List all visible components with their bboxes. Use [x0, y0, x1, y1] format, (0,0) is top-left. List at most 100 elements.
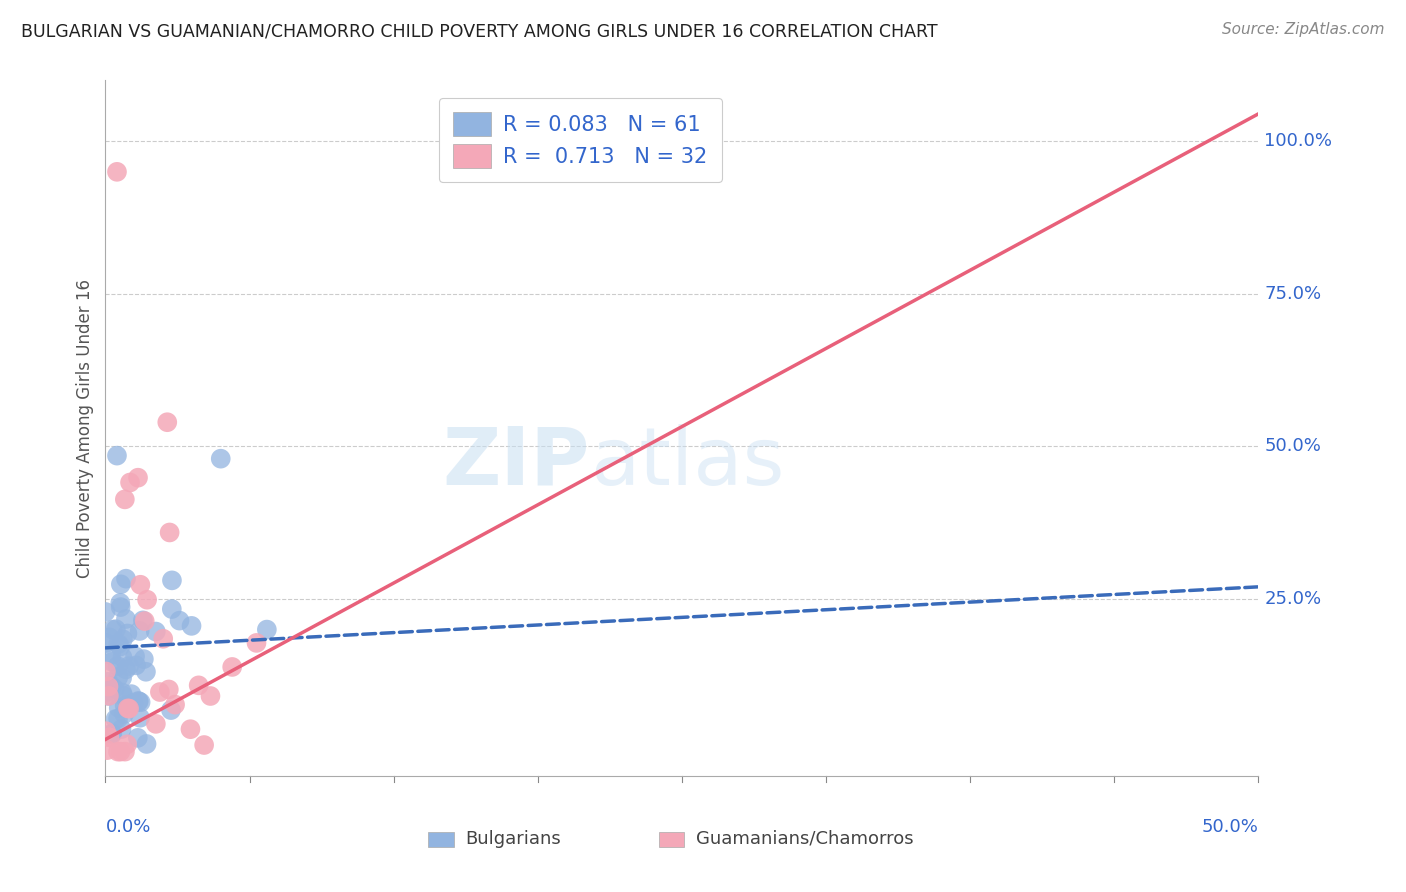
- Point: [132, 613, 155, 627]
- Point: [193, 738, 215, 752]
- Point: [118, 475, 141, 490]
- Point: [145, 717, 167, 731]
- Point: [103, 681, 125, 696]
- Point: [165, 698, 187, 712]
- Point: [94, 636, 117, 650]
- Point: [209, 451, 232, 466]
- Point: [221, 660, 243, 674]
- Point: [97, 674, 120, 689]
- Point: [100, 679, 122, 693]
- Point: [94, 724, 117, 739]
- Point: [97, 689, 120, 703]
- Point: [104, 622, 127, 636]
- Point: [135, 737, 157, 751]
- Point: [120, 687, 142, 701]
- Point: [114, 698, 136, 713]
- Point: [100, 648, 122, 662]
- Point: [111, 632, 134, 647]
- Point: [127, 694, 149, 708]
- Text: Bulgarians: Bulgarians: [465, 830, 561, 847]
- Point: [111, 671, 134, 685]
- Point: [156, 415, 179, 429]
- Legend: R = 0.083   N = 61, R =  0.713   N = 32: R = 0.083 N = 61, R = 0.713 N = 32: [439, 97, 723, 182]
- Point: [128, 624, 150, 638]
- Point: [115, 662, 138, 676]
- Point: [101, 655, 124, 669]
- Point: [114, 745, 136, 759]
- Point: [111, 650, 134, 665]
- Text: 25.0%: 25.0%: [1264, 590, 1322, 608]
- Point: [97, 680, 120, 694]
- Point: [125, 658, 148, 673]
- Text: ZIP: ZIP: [443, 424, 589, 502]
- Point: [110, 722, 132, 736]
- Point: [159, 525, 181, 540]
- Point: [97, 689, 120, 703]
- Point: [107, 670, 129, 684]
- Text: 100.0%: 100.0%: [1264, 132, 1331, 151]
- Point: [115, 612, 138, 626]
- Point: [110, 577, 132, 591]
- Point: [132, 652, 155, 666]
- Point: [115, 737, 138, 751]
- Point: [134, 614, 156, 628]
- Point: [145, 624, 167, 639]
- Point: [110, 600, 132, 615]
- Point: [105, 165, 128, 179]
- Point: [96, 743, 118, 757]
- Point: [105, 449, 128, 463]
- Point: [157, 682, 180, 697]
- Point: [112, 706, 135, 721]
- Point: [104, 712, 127, 726]
- Point: [107, 712, 129, 726]
- Point: [94, 665, 117, 679]
- Point: [101, 727, 124, 741]
- Point: [101, 680, 124, 694]
- Point: [149, 685, 172, 699]
- Point: [124, 649, 146, 664]
- Point: [117, 701, 139, 715]
- Point: [107, 637, 129, 651]
- Point: [94, 605, 117, 619]
- Point: [245, 636, 267, 650]
- Point: [135, 665, 157, 679]
- Text: atlas: atlas: [589, 424, 785, 502]
- FancyBboxPatch shape: [659, 831, 685, 847]
- Point: [107, 659, 129, 673]
- Point: [187, 678, 209, 692]
- Point: [129, 711, 152, 725]
- Text: Guamanians/Chamorros: Guamanians/Chamorros: [696, 830, 914, 847]
- Text: Source: ZipAtlas.com: Source: ZipAtlas.com: [1222, 22, 1385, 37]
- Point: [169, 614, 191, 628]
- Point: [117, 626, 139, 640]
- Point: [110, 596, 132, 610]
- Point: [152, 632, 174, 646]
- Point: [118, 701, 141, 715]
- Point: [128, 694, 150, 708]
- Point: [101, 623, 124, 637]
- Point: [129, 695, 152, 709]
- Point: [179, 722, 201, 736]
- Point: [180, 619, 202, 633]
- Text: BULGARIAN VS GUAMANIAN/CHAMORRO CHILD POVERTY AMONG GIRLS UNDER 16 CORRELATION C: BULGARIAN VS GUAMANIAN/CHAMORRO CHILD PO…: [21, 22, 938, 40]
- FancyBboxPatch shape: [429, 831, 454, 847]
- Point: [122, 697, 145, 711]
- Point: [160, 574, 183, 588]
- Point: [200, 689, 222, 703]
- Point: [114, 492, 136, 507]
- Point: [96, 685, 118, 699]
- Point: [136, 592, 159, 607]
- Point: [256, 623, 278, 637]
- Point: [98, 630, 121, 644]
- Text: 75.0%: 75.0%: [1264, 285, 1322, 303]
- Point: [107, 701, 129, 715]
- Point: [110, 745, 132, 759]
- Point: [112, 689, 135, 703]
- Text: 50.0%: 50.0%: [1264, 437, 1322, 456]
- Text: 0.0%: 0.0%: [105, 818, 150, 836]
- Point: [115, 572, 138, 586]
- Y-axis label: Child Poverty Among Girls Under 16: Child Poverty Among Girls Under 16: [76, 278, 94, 578]
- Point: [108, 640, 131, 654]
- Point: [127, 471, 149, 485]
- Point: [127, 731, 149, 745]
